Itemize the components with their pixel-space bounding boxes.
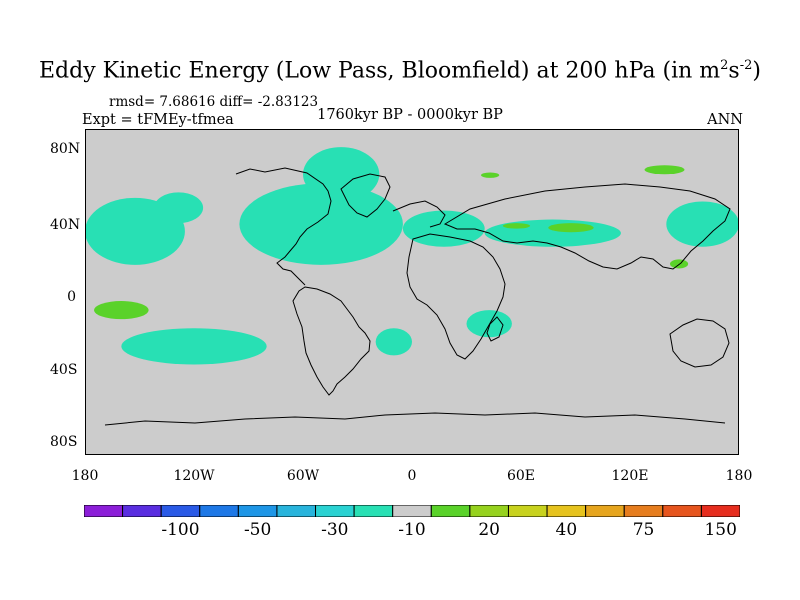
experiment-label: Expt = tFMEy-tfmea xyxy=(82,112,234,128)
colorbar-swatch xyxy=(507,505,548,517)
anomaly-region xyxy=(303,147,380,202)
colorbar-swatch xyxy=(430,505,471,517)
lat-label: 0 xyxy=(67,289,76,305)
lat-label: 40S xyxy=(50,362,78,378)
lat-label: 40N xyxy=(50,217,81,233)
colorbar-swatch xyxy=(392,505,432,517)
colorbar-label: -30 xyxy=(321,520,349,540)
colorbar xyxy=(84,505,740,517)
anomaly-region xyxy=(481,172,500,178)
colorbar-swatch xyxy=(623,505,664,517)
lat-label: 80N xyxy=(50,141,81,157)
lon-label: 120E xyxy=(611,468,649,484)
world-map-plot xyxy=(85,129,739,455)
australia-coast xyxy=(669,318,730,368)
colorbar-swatch xyxy=(315,505,355,517)
stats-text: rmsd= 7.68616 diff= -2.83123 xyxy=(109,94,319,110)
plot-frame xyxy=(85,129,739,455)
africa-coast xyxy=(406,233,506,360)
land-background xyxy=(85,129,739,455)
colorbar-label: -50 xyxy=(243,520,272,540)
colorbar-label: 20 xyxy=(478,520,500,540)
madagascar-coast xyxy=(486,316,504,342)
lon-label: 60E xyxy=(506,468,536,484)
colorbar-swatch xyxy=(84,505,124,517)
anomaly-regions xyxy=(85,147,739,365)
period-label: 1760kyr BP - 0000kyr BP xyxy=(317,107,503,123)
colorbar-swatch xyxy=(122,505,162,517)
lat-label: 80S xyxy=(50,434,78,450)
anomaly-region xyxy=(154,192,204,224)
colorbar-label: -10 xyxy=(398,520,426,540)
europe-coast xyxy=(392,200,446,228)
lon-label: 180 xyxy=(725,468,753,484)
colorbar-swatch xyxy=(199,505,239,517)
greenland-coast xyxy=(340,173,391,218)
anomaly-region xyxy=(375,328,413,356)
colorbar-swatch xyxy=(662,505,702,517)
colorbar-swatch xyxy=(160,505,201,517)
figure-title: Eddy Kinetic Energy (Low Pass, Bloomfiel… xyxy=(39,58,761,84)
colorbar-label: 40 xyxy=(555,520,578,540)
colorbar-swatch xyxy=(237,505,278,517)
lon-label: 120W xyxy=(173,468,215,484)
colorbar-label: 150 xyxy=(704,520,737,540)
lon-label: 180 xyxy=(71,468,99,484)
anomaly-region xyxy=(239,183,403,265)
anomaly-region xyxy=(121,328,267,365)
eurasia-coast xyxy=(443,183,731,270)
colorbar-swatch xyxy=(700,505,740,517)
anomaly-region xyxy=(94,301,149,320)
anomaly-region xyxy=(484,219,621,247)
north-america-coast xyxy=(235,167,332,286)
anomaly-region xyxy=(644,165,685,175)
colorbar-swatch xyxy=(276,505,317,517)
lon-label: 0 xyxy=(407,468,417,484)
anomaly-region xyxy=(502,223,531,229)
colorbar-swatch xyxy=(585,505,625,517)
colorbar-swatch xyxy=(353,505,394,517)
anomaly-region xyxy=(548,223,594,233)
colorbar-label: 75 xyxy=(632,520,655,540)
colorbar-swatch xyxy=(469,505,509,517)
season-label: ANN xyxy=(707,112,743,128)
anomaly-region xyxy=(402,210,485,247)
antarctica-coast xyxy=(104,412,726,426)
colorbar-label: -100 xyxy=(161,520,200,540)
colorbar-swatch xyxy=(546,505,587,517)
lon-label: 60W xyxy=(286,468,320,484)
coastlines xyxy=(104,167,731,426)
anomaly-region xyxy=(666,201,739,247)
south-america-coast xyxy=(292,286,371,396)
